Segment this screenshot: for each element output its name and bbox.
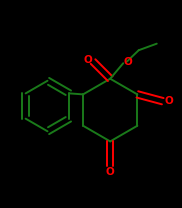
Text: O: O <box>165 96 173 106</box>
Text: O: O <box>83 54 92 64</box>
Text: O: O <box>106 167 115 177</box>
Text: O: O <box>123 57 132 67</box>
